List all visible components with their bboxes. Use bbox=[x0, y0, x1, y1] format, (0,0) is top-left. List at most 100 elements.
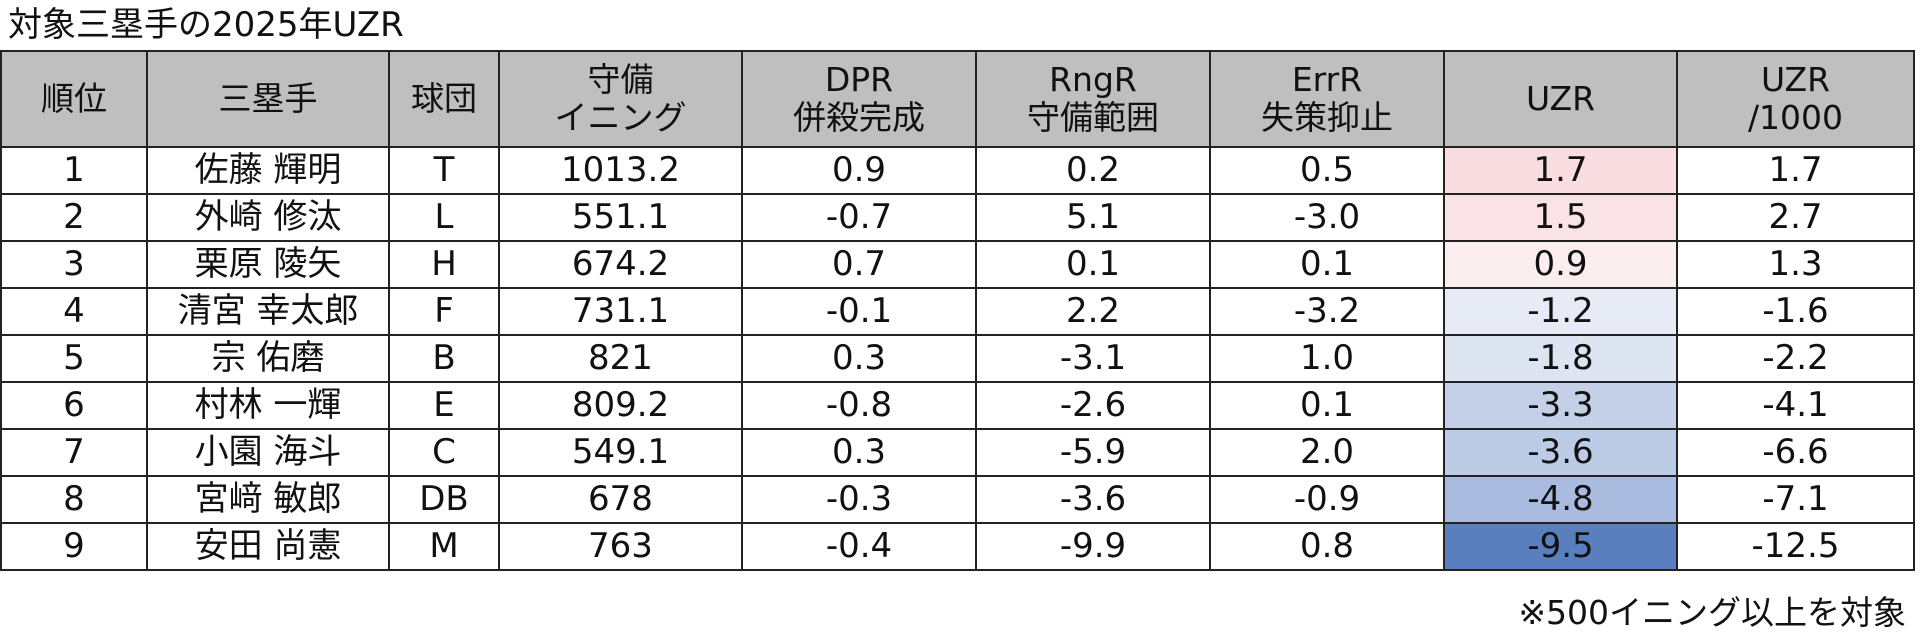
table-cell: -1.2 bbox=[1443, 287, 1678, 336]
table-cell: 外崎 修汰 bbox=[146, 193, 390, 242]
header-line: UZR bbox=[1525, 79, 1596, 118]
table-cell: -3.6 bbox=[975, 475, 1211, 524]
table-cell: 4 bbox=[0, 287, 148, 336]
column-header: 守備 イニング bbox=[498, 50, 743, 148]
column-header: UZR bbox=[1443, 50, 1678, 148]
table-cell: 0.3 bbox=[741, 428, 977, 477]
table-cell: 809.2 bbox=[498, 381, 743, 430]
table-cell: 8 bbox=[0, 475, 148, 524]
column-header: 三塁手 bbox=[146, 50, 390, 148]
table-cell: 清宮 幸太郎 bbox=[146, 287, 390, 336]
table-cell: L bbox=[388, 193, 500, 242]
header-line: ErrR bbox=[1291, 60, 1363, 99]
table-cell: 安田 尚憲 bbox=[146, 522, 390, 571]
table-row: 4 清宮 幸太郎 F 731.1 -0.1 2.2 -3.2 -1.2 -1.6 bbox=[0, 287, 1915, 336]
table-cell: -4.1 bbox=[1676, 381, 1915, 430]
table-body: 1 佐藤 輝明 T 1013.2 0.9 0.2 0.5 1.7 1.7 2 外崎 修汰 L 551.1… bbox=[0, 146, 1915, 571]
table-cell: -0.3 bbox=[741, 475, 977, 524]
table-row: 3 栗原 陵矢 H 674.2 0.7 0.1 0.1 0.9 1.3 bbox=[0, 240, 1915, 289]
table-cell: 2.0 bbox=[1209, 428, 1445, 477]
header-line: 併殺完成 bbox=[793, 98, 925, 137]
table-cell: 674.2 bbox=[498, 240, 743, 289]
table-cell: 0.2 bbox=[975, 146, 1211, 195]
table-cell: 佐藤 輝明 bbox=[146, 146, 390, 195]
table-cell: -0.9 bbox=[1209, 475, 1445, 524]
table-cell: -1.6 bbox=[1676, 287, 1915, 336]
table-cell: 5.1 bbox=[975, 193, 1211, 242]
column-header: UZR/1000 bbox=[1676, 50, 1915, 148]
table-cell: 0.1 bbox=[1209, 381, 1445, 430]
table-cell: 1.3 bbox=[1676, 240, 1915, 289]
table-cell: 1.7 bbox=[1443, 146, 1678, 195]
table-cell: 0.5 bbox=[1209, 146, 1445, 195]
header-line: /1000 bbox=[1747, 98, 1844, 137]
table-cell: 6 bbox=[0, 381, 148, 430]
table-cell: -3.0 bbox=[1209, 193, 1445, 242]
table-cell: 0.7 bbox=[741, 240, 977, 289]
table-row: 7 小園 海斗 C 549.1 0.3 -5.9 2.0 -3.6 -6.6 bbox=[0, 428, 1915, 477]
table-cell: -3.2 bbox=[1209, 287, 1445, 336]
table-cell: -3.6 bbox=[1443, 428, 1678, 477]
table-cell: -9.9 bbox=[975, 522, 1211, 571]
table-cell: 2.7 bbox=[1676, 193, 1915, 242]
table-cell: 栗原 陵矢 bbox=[146, 240, 390, 289]
header-line: 失策抑止 bbox=[1261, 98, 1393, 137]
header-line: DPR bbox=[824, 60, 894, 99]
table-cell: 551.1 bbox=[498, 193, 743, 242]
table-cell: 村林 一輝 bbox=[146, 381, 390, 430]
table-cell: 2 bbox=[0, 193, 148, 242]
table-cell: H bbox=[388, 240, 500, 289]
footnote: ※500イニング以上を対象 bbox=[1518, 593, 1906, 632]
table-cell: 小園 海斗 bbox=[146, 428, 390, 477]
table-cell: -12.5 bbox=[1676, 522, 1915, 571]
header-line: 守備 bbox=[587, 60, 654, 99]
header-row: 順位 三塁手 球団 守備 イニング DPR 併殺完成 RngR 守備範囲 ErrR 失策抑止 UZR U… bbox=[0, 50, 1915, 148]
table-cell: -3.1 bbox=[975, 334, 1211, 383]
table-cell: 1.7 bbox=[1676, 146, 1915, 195]
header-line: 三塁手 bbox=[218, 79, 318, 118]
table-cell: 宗 佑磨 bbox=[146, 334, 390, 383]
table-cell: -1.8 bbox=[1443, 334, 1678, 383]
table-cell: 1013.2 bbox=[498, 146, 743, 195]
table-cell: 0.3 bbox=[741, 334, 977, 383]
table-cell: E bbox=[388, 381, 500, 430]
table-cell: 549.1 bbox=[498, 428, 743, 477]
table-cell: -2.2 bbox=[1676, 334, 1915, 383]
table-cell: 731.1 bbox=[498, 287, 743, 336]
table-cell: F bbox=[388, 287, 500, 336]
table-cell: 5 bbox=[0, 334, 148, 383]
table-cell: 763 bbox=[498, 522, 743, 571]
table-cell: -5.9 bbox=[975, 428, 1211, 477]
table-cell: 1.0 bbox=[1209, 334, 1445, 383]
table-row: 2 外崎 修汰 L 551.1 -0.7 5.1 -3.0 1.5 2.7 bbox=[0, 193, 1915, 242]
column-header: ErrR 失策抑止 bbox=[1209, 50, 1445, 148]
table-row: 1 佐藤 輝明 T 1013.2 0.9 0.2 0.5 1.7 1.7 bbox=[0, 146, 1915, 195]
column-header: 球団 bbox=[388, 50, 500, 148]
table-cell: -2.6 bbox=[975, 381, 1211, 430]
header-line: RngR bbox=[1049, 60, 1137, 99]
table-cell: 0.1 bbox=[975, 240, 1211, 289]
header-line: 順位 bbox=[41, 79, 107, 118]
table-cell: -0.8 bbox=[741, 381, 977, 430]
table-cell: B bbox=[388, 334, 500, 383]
table-cell: 0.1 bbox=[1209, 240, 1445, 289]
table-cell: -3.3 bbox=[1443, 381, 1678, 430]
table-cell: 0.9 bbox=[741, 146, 977, 195]
table-cell: 0.9 bbox=[1443, 240, 1678, 289]
column-header: 順位 bbox=[0, 50, 148, 148]
table-cell: M bbox=[388, 522, 500, 571]
header-line: イニング bbox=[554, 98, 687, 137]
table-cell: -0.7 bbox=[741, 193, 977, 242]
header-line: 守備範囲 bbox=[1027, 98, 1159, 137]
table-cell: -0.1 bbox=[741, 287, 977, 336]
table-cell: -7.1 bbox=[1676, 475, 1915, 524]
table-cell: 9 bbox=[0, 522, 148, 571]
table-cell: -4.8 bbox=[1443, 475, 1678, 524]
table-cell: 1.5 bbox=[1443, 193, 1678, 242]
table-cell: -9.5 bbox=[1443, 522, 1678, 571]
table-cell: 1 bbox=[0, 146, 148, 195]
header-line: 球団 bbox=[411, 79, 477, 118]
table-cell: 宮﨑 敏郎 bbox=[146, 475, 390, 524]
column-header: DPR 併殺完成 bbox=[741, 50, 977, 148]
